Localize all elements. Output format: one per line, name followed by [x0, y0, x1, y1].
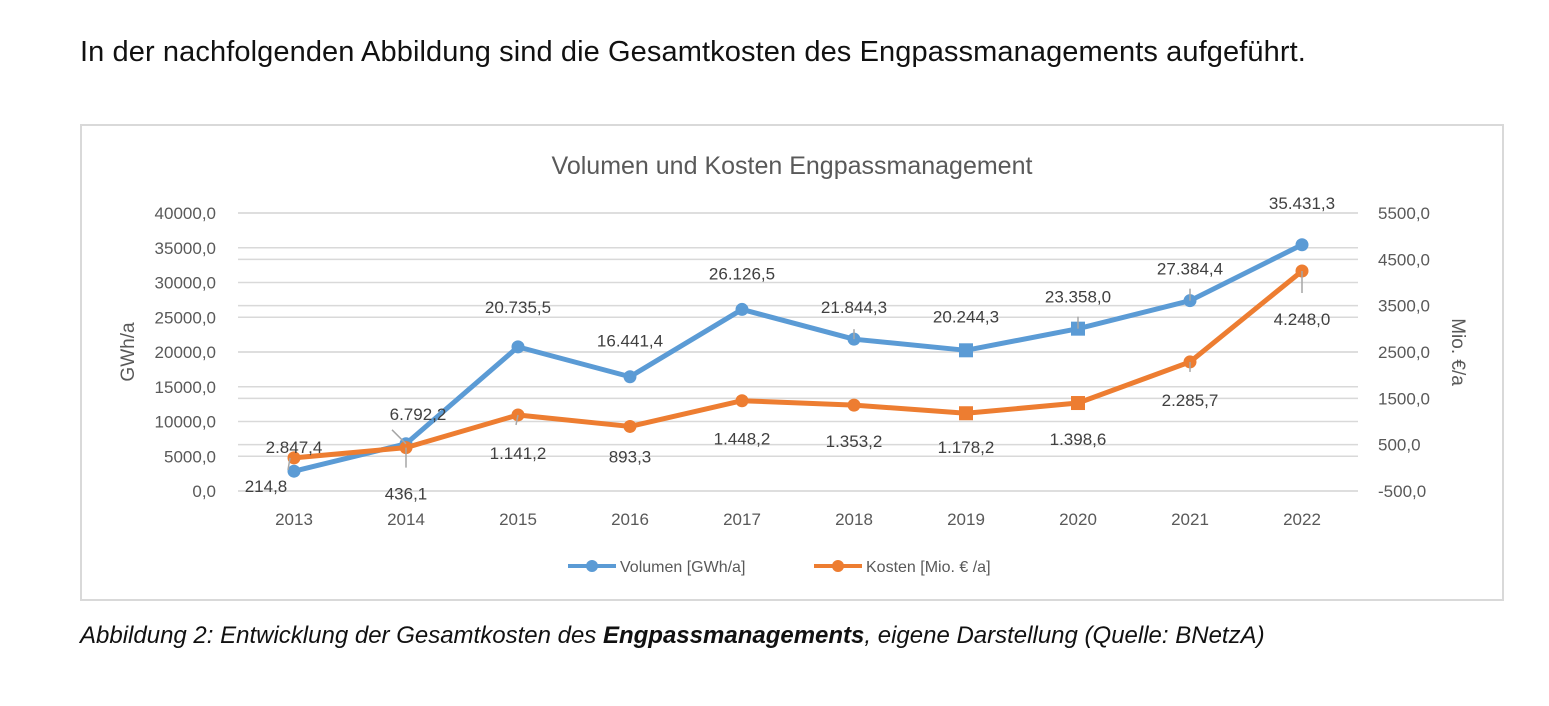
data-label: 1.178,2 [938, 438, 995, 457]
legend-item-kosten[interactable]: Kosten [Mio. € /a] [814, 559, 991, 576]
x-axis-tick-label: 2020 [1059, 510, 1097, 529]
legend-item-volumen[interactable]: Volumen [GWh/a] [568, 559, 745, 576]
left-axis-tick-label: 15000,0 [155, 378, 216, 397]
caption-prefix: Abbildung 2: Entwicklung der Gesamtkoste… [80, 622, 603, 649]
data-label: 1.398,6 [1050, 430, 1107, 449]
data-label: 436,1 [385, 485, 428, 504]
data-label: 214,8 [245, 477, 288, 496]
series-line-volumen [291, 242, 1305, 474]
x-axis-ticks: 2013 2014 2015 2016 2017 2018 2019 2020 2021 2022 [275, 510, 1321, 529]
data-point-marker [959, 406, 973, 421]
data-label: 23.358,0 [1045, 288, 1111, 307]
left-axis-tick-label: 20000,0 [155, 343, 216, 362]
caption-bold: Engpassmanagements [602, 622, 865, 649]
left-axis-tick-label: 35000,0 [155, 239, 216, 258]
figure-caption: Abbildung 2: Entwicklung der Gesamtkoste… [80, 622, 1265, 650]
data-label: 26.126,5 [709, 264, 775, 283]
left-axis-tick-label: 5000,0 [164, 447, 216, 466]
legend-label-volumen: Volumen [GWh/a] [620, 559, 745, 576]
right-axis-ticks: -500,0 500,0 1500,0 2500,0 3500,0 4500,0 5500,… [1378, 204, 1430, 501]
right-axis-tick-label: 3500,0 [1378, 297, 1430, 316]
data-point-marker [623, 419, 637, 433]
chart-frame [80, 124, 1504, 601]
data-label-leader [515, 414, 519, 426]
data-label-leader [391, 429, 407, 445]
x-axis-tick-label: 2016 [611, 510, 649, 529]
x-axis-tick-label: 2021 [1171, 510, 1209, 529]
caption-suffix: , eigene Darstellung (Quelle: BNetzA) [864, 622, 1265, 649]
legend-marker-kosten [832, 560, 844, 572]
x-axis-tick-label: 2017 [723, 510, 761, 529]
legend: Volumen [GWh/a] Kosten [Mio. € /a] [568, 559, 991, 576]
data-point-marker [735, 394, 749, 408]
right-axis-tick-label: 5500,0 [1378, 204, 1430, 223]
left-axis-ticks: 0,0 5000,0 10000,0 15000,0 20000,0 25000,0 300… [155, 204, 216, 501]
data-label: 20.244,3 [933, 307, 999, 326]
data-label: 35.431,3 [1269, 194, 1335, 213]
data-label: 1.353,2 [826, 432, 883, 451]
x-axis-tick-label: 2015 [499, 510, 537, 529]
right-axis-tick-label: 500,0 [1378, 436, 1421, 455]
x-axis-tick-label: 2018 [835, 510, 873, 529]
left-axis-tick-label: 0,0 [192, 482, 216, 501]
data-label: 27.384,4 [1157, 260, 1223, 279]
right-axis-tick-label: 2500,0 [1378, 343, 1430, 362]
data-point-marker [959, 343, 973, 358]
right-axis-tick-label: 4500,0 [1378, 250, 1430, 269]
data-label: 1.448,2 [714, 430, 771, 449]
left-axis-tick-label: 25000,0 [155, 308, 216, 327]
data-label-leader [287, 457, 291, 471]
data-point-marker [847, 398, 861, 412]
chart-title: Volumen und Kosten Engpassmanagement [552, 152, 1033, 180]
data-label: 16.441,4 [597, 332, 663, 351]
intro-text: In der nachfolgenden Abbildung sind die … [80, 36, 1306, 68]
data-point-marker [287, 464, 301, 478]
data-label: 893,3 [609, 447, 652, 466]
data-label: 2.847,4 [266, 438, 323, 457]
data-label: 4.248,0 [1274, 310, 1331, 329]
right-axis-label: Mio. €/a [1447, 318, 1468, 386]
data-point-marker [1071, 396, 1085, 411]
x-axis-tick-label: 2019 [947, 510, 985, 529]
left-axis-label: GWh/a [118, 322, 139, 382]
legend-marker-volumen [586, 560, 598, 572]
data-point-marker [287, 451, 301, 465]
left-axis-tick-label: 30000,0 [155, 274, 216, 293]
x-axis-tick-label: 2014 [387, 510, 425, 529]
data-point-marker [623, 370, 637, 384]
right-axis-tick-label: 1500,0 [1378, 389, 1430, 408]
series-group: 2.847,4 6.792,2 20.735,5 16.441,4 26.126,5 21… [245, 194, 1335, 504]
data-label: 1.141,2 [490, 444, 547, 463]
right-axis-tick-label: -500,0 [1378, 482, 1426, 501]
x-axis-tick-label: 2013 [275, 510, 313, 529]
data-label: 20.735,5 [485, 298, 551, 317]
data-label: 6.792,2 [390, 405, 447, 424]
data-point-marker [1295, 238, 1309, 252]
left-axis-tick-label: 40000,0 [155, 204, 216, 223]
data-label: 2.285,7 [1162, 391, 1219, 410]
data-label: 21.844,3 [821, 298, 887, 317]
left-axis-tick-label: 10000,0 [155, 413, 216, 432]
series-line-kosten [291, 268, 1305, 461]
data-point-marker [735, 302, 749, 316]
x-axis-tick-label: 2022 [1283, 510, 1321, 529]
data-point-marker [511, 340, 525, 354]
legend-label-kosten: Kosten [Mio. € /a] [866, 559, 991, 576]
